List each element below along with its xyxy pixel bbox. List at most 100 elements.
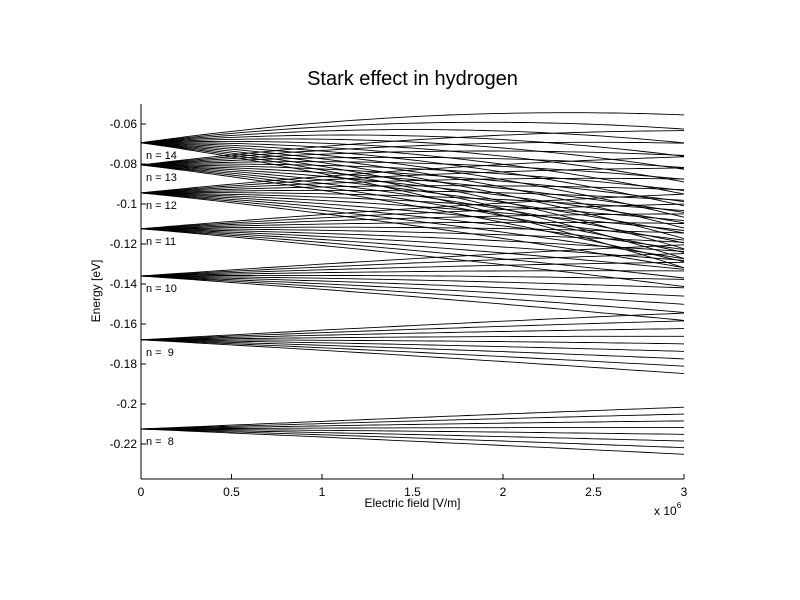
stark-line-n9-k6 (141, 320, 684, 341)
x-tick-label: 2 (500, 485, 507, 499)
x-tick-label: 0 (138, 485, 145, 499)
level-label-n11: n = 11 (146, 236, 176, 248)
level-label-n9: n = 9 (146, 347, 174, 359)
stark-line-n12-k11 (141, 156, 684, 194)
stark-line-n14-k-13 (141, 142, 684, 269)
stark-line-n13-k-6 (141, 164, 684, 234)
stark-line-n13-k-10 (141, 164, 684, 253)
stark-line-n9-k-8 (141, 339, 684, 375)
stark-line-n13-k-2 (141, 164, 684, 213)
stark-line-n11-k10 (141, 193, 684, 230)
stark-line-n13-k-8 (141, 164, 684, 244)
stark-line-n13-k6 (141, 156, 684, 168)
energy-level-lines (141, 112, 684, 455)
axes: 0 0.5 1 1.5 2 2.5 3 -0.06 -0.08 -0.1 -0.12 -0.14 -0.… (110, 104, 688, 499)
stark-line-n14-k1 (141, 142, 684, 195)
stark-line-n8-k7 (141, 406, 684, 430)
stark-line-n10-k1 (141, 274, 684, 280)
stark-line-n9-k-4 (141, 339, 684, 360)
stark-line-n9-k-2 (141, 339, 684, 352)
stark-line-n10-k7 (141, 253, 684, 277)
stark-line-n12-k9 (141, 167, 684, 194)
x-axis-multiplier: x 106 (654, 501, 682, 518)
stark-line-n11-k2 (141, 226, 684, 234)
stark-line-n10-k5 (141, 261, 684, 277)
stark-line-n13-k8 (141, 150, 684, 166)
stark-line-n14-k3 (141, 140, 684, 183)
stark-line-n14-k5 (141, 138, 684, 170)
stark-line-n8-k-1 (141, 428, 684, 435)
stark-line-n14-k-7 (141, 142, 684, 240)
y-tick-label: -0.14 (110, 277, 138, 291)
x-tick-label: 3 (681, 485, 688, 499)
level-label-n12: n = 12 (146, 200, 177, 212)
stark-line-n12-k-3 (141, 192, 684, 231)
multiplier-base: x 10 (654, 504, 677, 518)
x-axis-label: Electric field [V/m] (364, 496, 461, 510)
stark-line-n12-k3 (141, 189, 684, 201)
stark-line-n8-k1 (141, 427, 684, 430)
x-tick-label: 1 (319, 485, 326, 499)
stark-line-n11-k-2 (141, 228, 684, 252)
stark-line-n14-k-3 (141, 142, 684, 218)
y-tick-label: -0.22 (110, 437, 138, 451)
level-label-n13: n = 13 (146, 172, 177, 184)
stark-line-n11-k6 (141, 213, 684, 230)
level-label-n8: n = 8 (146, 436, 174, 448)
stark-line-n12-k-9 (141, 192, 684, 260)
y-tick-label: -0.08 (110, 157, 138, 171)
stark-line-n12-k-1 (141, 192, 684, 222)
stark-line-n12-k7 (141, 177, 684, 194)
y-axis-label: Energy [eV] (89, 259, 103, 323)
multiplier-exponent: 6 (676, 501, 682, 510)
stark-line-n12-k1 (141, 192, 684, 212)
stark-line-n11-k-6 (141, 228, 684, 270)
stark-line-n14-k9 (141, 129, 684, 144)
stark-line-n14-k-5 (141, 142, 684, 229)
level-label-n14: n = 14 (146, 150, 177, 162)
stark-line-n13-k-4 (141, 164, 684, 224)
y-tick-label: -0.12 (110, 237, 138, 251)
stark-line-n14-k11 (141, 121, 684, 144)
stark-line-n9-k2 (141, 335, 684, 341)
stark-line-n10-k-5 (141, 275, 684, 305)
level-labels: n = 8 n = 9 n = 10 n = 11 n = 12 n = 13 n = 14 (146, 150, 177, 448)
stark-line-n11-k-10 (141, 228, 684, 287)
stark-line-n14-k-11 (141, 142, 684, 259)
x-tick-label: 2.5 (585, 485, 602, 499)
stark-line-n10-k9 (141, 244, 684, 277)
stark-line-n13-k2 (141, 163, 684, 192)
stark-line-n12-k-7 (141, 192, 684, 250)
stark-line-n9-k-6 (141, 339, 684, 367)
stark-line-n10-k-1 (141, 275, 684, 289)
stark-line-n14-k-1 (141, 142, 684, 207)
stark-line-n13-k4 (141, 161, 684, 180)
stark-line-n12-k-11 (141, 192, 684, 269)
y-tick-label: -0.2 (116, 397, 137, 411)
y-tick-label: -0.16 (110, 317, 138, 331)
y-tick-label: -0.06 (110, 117, 138, 131)
stark-line-n14-k-9 (141, 142, 684, 250)
level-label-n10: n = 10 (146, 283, 177, 295)
stark-line-n9-k8 (141, 312, 684, 341)
stark-line-n8-k5 (141, 413, 684, 430)
stark-line-n8-k3 (141, 420, 684, 430)
chart-title: Stark effect in hydrogen (307, 68, 518, 90)
stark-line-n10-k-7 (141, 275, 684, 313)
y-tick-label: -0.18 (110, 357, 138, 371)
stark-line-n10-k-3 (141, 275, 684, 297)
stark-line-n11-k4 (141, 221, 684, 230)
stark-line-n11-k0 (141, 228, 684, 243)
stark-line-n13-k-12 (141, 164, 684, 263)
stark-line-n14-k7 (141, 134, 684, 157)
stark-line-n9-k0 (141, 339, 684, 345)
stark-line-n8-k-7 (141, 428, 684, 455)
y-tick-label: -0.1 (116, 197, 137, 211)
stark-line-n8-k-3 (141, 428, 684, 442)
x-tick-label: 0.5 (223, 485, 240, 499)
stark-line-n11-k-4 (141, 228, 684, 261)
stark-line-n8-k-5 (141, 428, 684, 449)
stark-line-n11-k-8 (141, 228, 684, 279)
